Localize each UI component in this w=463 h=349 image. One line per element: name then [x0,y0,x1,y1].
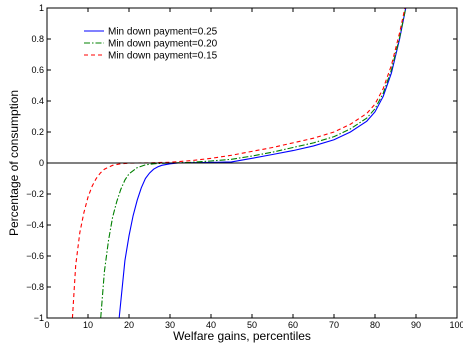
x-tick-label: 50 [247,320,257,330]
y-tick-label: −1 [34,313,44,323]
y-tick-label: 0 [39,158,44,168]
y-tick-label: 0.6 [31,65,44,75]
x-tick-label: 60 [288,320,298,330]
series-line-3 [71,8,406,318]
legend-label-2: Min down payment=0.20 [108,39,218,50]
y-tick-label: −0.4 [26,220,44,230]
x-axis-label: Welfare gains, percentiles [173,329,311,343]
series-line-2 [100,8,407,318]
x-tick-label: 20 [124,320,134,330]
ticks-layer: 0 10 20 30 40 50 60 70 80 90 100−1−0.8−0.6−0.4−0.2… [26,3,463,330]
y-tick-label: −0.6 [26,251,44,261]
y-axis-label: Percentage of consumption [7,90,21,236]
x-tick-label: 90 [411,320,421,330]
x-tick-label: 40 [206,320,216,330]
y-tick-label: 0.8 [31,34,44,44]
y-tick-label: −0.2 [26,189,44,199]
y-tick-label: −0.8 [26,282,44,292]
x-tick-label: 70 [329,320,339,330]
legend-label-3: Min down payment=0.15 [108,51,218,62]
x-tick-label: 0 [44,320,49,330]
x-tick-label: 10 [83,320,93,330]
y-tick-label: 1 [39,3,44,13]
x-tick-label: 80 [370,320,380,330]
y-tick-label: 0.4 [31,96,44,106]
legend-label-1: Min down payment=0.25 [108,27,218,38]
y-tick-label: 0.2 [31,127,44,137]
x-tick-label: 30 [165,320,175,330]
x-tick-label: 100 [449,320,463,330]
